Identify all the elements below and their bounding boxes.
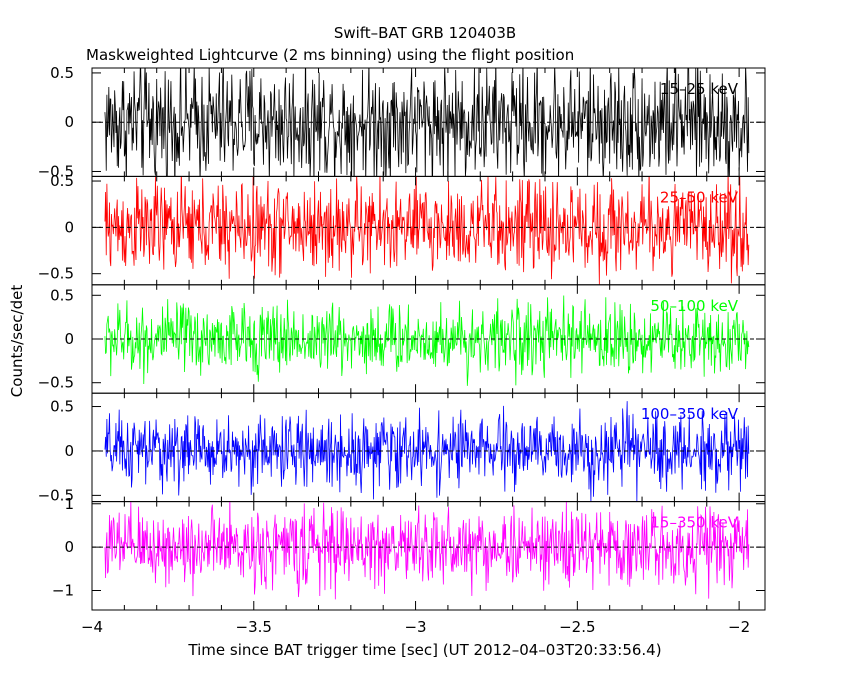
lightcurve-trace bbox=[104, 68, 750, 177]
y-tick-label: −0.5 bbox=[38, 374, 74, 392]
lightcurve-trace bbox=[104, 295, 750, 386]
y-tick-label: 0 bbox=[64, 330, 74, 348]
x-tick-label: −4 bbox=[81, 618, 103, 636]
y-tick-label: 0.5 bbox=[50, 398, 74, 416]
panel-4: 100–350 keV −0.5 0 0.5 bbox=[38, 392, 766, 504]
x-tick-label: −3.5 bbox=[236, 618, 272, 636]
band-label: 50–100 keV bbox=[650, 297, 738, 315]
lightcurve-trace bbox=[104, 401, 750, 502]
y-tick-label: 0.5 bbox=[50, 172, 74, 190]
band-label: 15–25 keV bbox=[660, 80, 739, 98]
panel-5: 15–350 keV −1 0 1 bbox=[52, 495, 766, 611]
y-axis-label: Counts/sec/det bbox=[8, 285, 26, 398]
x-tick-label: −3 bbox=[404, 618, 426, 636]
y-tick-label: 0 bbox=[64, 218, 74, 236]
band-label: 100–350 keV bbox=[641, 405, 739, 423]
y-tick-label: 0 bbox=[64, 538, 74, 556]
panel-3: 50–100 keV −0.5 0 0.5 bbox=[38, 284, 766, 394]
x-axis-label: Time since BAT trigger time [sec] (UT 20… bbox=[187, 641, 661, 659]
y-tick-label: −0.5 bbox=[38, 265, 74, 283]
y-tick-label: 0 bbox=[64, 113, 74, 131]
panel-2: 25–50 keV −0.5 0 0.5 bbox=[38, 172, 766, 286]
x-tick-label: −2.5 bbox=[559, 618, 595, 636]
panel-1: 15–25 keV −0.5 0 0.5 bbox=[38, 64, 766, 180]
chart-title: Swift–BAT GRB 120403B bbox=[334, 24, 516, 42]
y-tick-label: −1 bbox=[52, 581, 74, 599]
y-tick-label: 0.5 bbox=[50, 64, 74, 82]
band-label: 15–350 keV bbox=[650, 514, 738, 532]
y-tick-label: −0.5 bbox=[38, 162, 74, 180]
x-tick-group: −4 −3.5 −3 −2.5 −2 bbox=[81, 618, 750, 636]
x-tick-label: −2 bbox=[728, 618, 750, 636]
panel-frame bbox=[91, 501, 766, 611]
lightcurve-trace bbox=[104, 176, 750, 285]
chart-subtitle: Maskweighted Lightcurve (2 ms binning) u… bbox=[86, 46, 574, 64]
band-label: 25–50 keV bbox=[660, 188, 739, 206]
y-tick-label: 1 bbox=[64, 495, 74, 513]
y-tick-label: 0 bbox=[64, 442, 74, 460]
lightcurve-trace bbox=[104, 501, 750, 600]
y-tick-label: −0.5 bbox=[38, 486, 74, 504]
panels-group: 15–25 keV−0.500.525–50 keV−0.500.550–100… bbox=[38, 64, 766, 611]
y-tick-label: 0.5 bbox=[50, 286, 74, 304]
